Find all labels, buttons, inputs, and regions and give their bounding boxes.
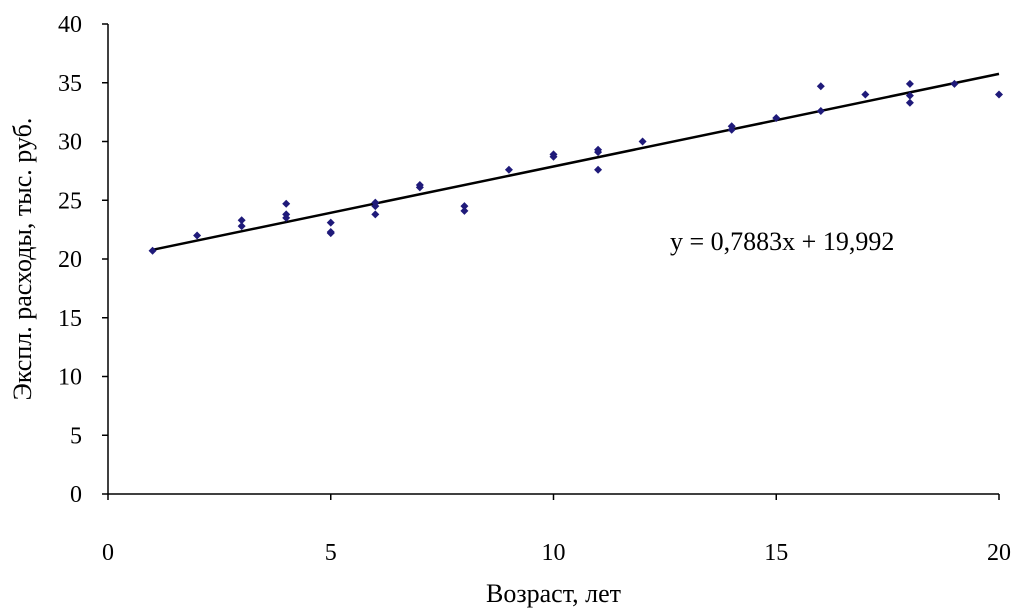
data-point [460, 206, 469, 215]
trendline-equation: y = 0,7883x + 19,992 [670, 227, 894, 256]
data-point [415, 183, 424, 192]
data-point [950, 79, 959, 88]
data-point [816, 82, 825, 91]
x-axis-title: Возраст, лет [486, 579, 621, 608]
axes: 0 5 10 15 20 25 30 35 40 0 5 10 15 20 [58, 12, 1011, 566]
x-tick-label: 0 [102, 540, 114, 566]
y-tick-label: 40 [58, 12, 82, 38]
trendline [152, 72, 1000, 252]
data-points [148, 79, 1003, 255]
x-tick-label: 20 [987, 540, 1011, 566]
x-tick-label: 5 [325, 540, 337, 566]
y-tick-label: 25 [58, 188, 82, 214]
data-point [460, 202, 469, 211]
y-tick-label: 5 [70, 423, 82, 449]
data-point [638, 137, 647, 146]
data-point [861, 90, 870, 99]
y-tick-label: 35 [58, 71, 82, 97]
data-point [905, 91, 914, 100]
y-tick-label: 0 [70, 482, 82, 508]
data-point [549, 152, 558, 161]
data-point [326, 229, 335, 238]
y-tick-label: 30 [58, 130, 82, 156]
x-tick-label: 10 [542, 540, 566, 566]
data-point [193, 231, 202, 240]
data-point [282, 199, 291, 208]
data-point [371, 210, 380, 219]
data-point [326, 218, 335, 227]
data-point [905, 98, 914, 107]
data-point [371, 202, 380, 211]
x-tick-label: 15 [764, 540, 788, 566]
data-point [995, 90, 1003, 99]
trendline-group [152, 72, 1000, 252]
data-point [594, 148, 603, 157]
data-point [905, 79, 914, 88]
data-point [148, 246, 157, 255]
y-tick-label: 20 [58, 247, 82, 273]
data-point [816, 106, 825, 115]
data-point [237, 216, 246, 225]
data-point [237, 222, 246, 231]
data-point [282, 213, 291, 222]
data-point [727, 125, 736, 134]
data-point [772, 114, 781, 122]
y-tick-label: 10 [58, 365, 82, 391]
y-axis-title: Экспл. расходы, тыс. руб. [8, 118, 37, 401]
data-point [504, 165, 513, 174]
y-tick-label: 15 [58, 306, 82, 332]
data-point [594, 165, 603, 174]
